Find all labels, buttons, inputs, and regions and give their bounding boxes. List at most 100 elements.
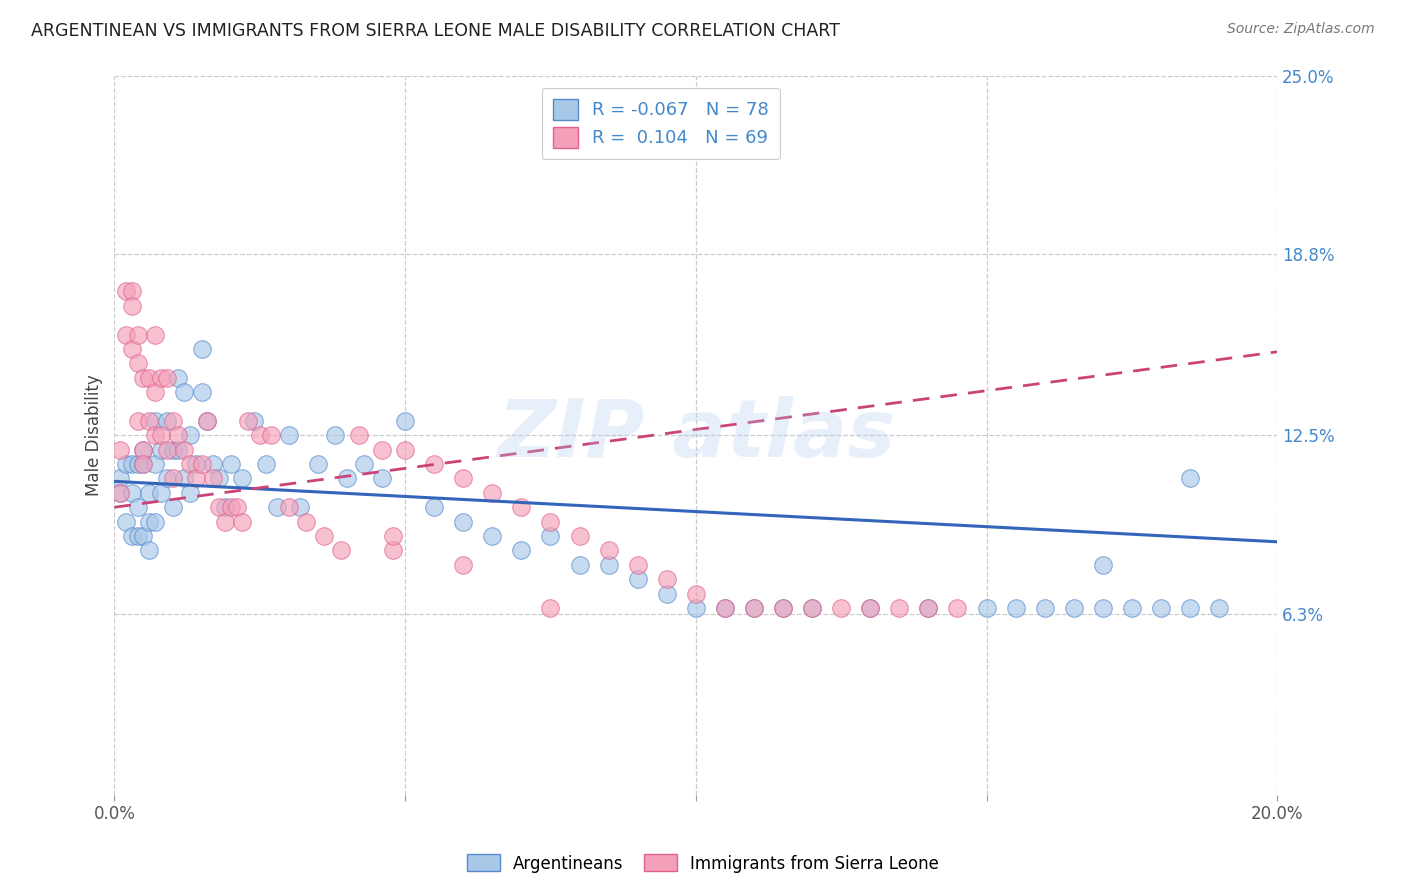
Point [451, 515, 474, 529]
Point [202, 457, 225, 471]
Point [627, 572, 650, 586]
Point [156, 370, 179, 384]
Point [325, 428, 347, 442]
Point [143, 385, 166, 400]
Point [127, 500, 149, 515]
Point [510, 500, 533, 515]
Point [1004, 601, 1026, 615]
Point [110, 471, 132, 485]
Point [115, 457, 138, 471]
Text: ZIP atlas: ZIP atlas [496, 396, 894, 475]
Point [132, 457, 155, 471]
Point [184, 457, 207, 471]
Point [115, 327, 138, 342]
Point [655, 572, 678, 586]
Point [190, 342, 212, 356]
Point [772, 601, 794, 615]
Point [219, 500, 242, 515]
Point [1208, 601, 1230, 615]
Point [127, 529, 149, 543]
Point [1091, 558, 1114, 572]
Point [127, 414, 149, 428]
Point [371, 471, 394, 485]
Point [685, 586, 707, 600]
Point [162, 471, 184, 485]
Point [277, 500, 299, 515]
Text: Source: ZipAtlas.com: Source: ZipAtlas.com [1227, 22, 1375, 37]
Point [110, 486, 132, 500]
Point [830, 601, 852, 615]
Point [156, 471, 179, 485]
Point [179, 428, 201, 442]
Point [946, 601, 969, 615]
Point [1091, 601, 1114, 615]
Point [598, 558, 620, 572]
Point [801, 601, 824, 615]
Point [143, 327, 166, 342]
Point [225, 500, 247, 515]
Point [190, 457, 212, 471]
Point [132, 442, 155, 457]
Point [143, 515, 166, 529]
Point [540, 515, 562, 529]
Point [627, 558, 650, 572]
Point [190, 385, 212, 400]
Point [451, 558, 474, 572]
Point [173, 385, 195, 400]
Point [394, 414, 416, 428]
Point [214, 515, 236, 529]
Point [312, 529, 335, 543]
Point [859, 601, 882, 615]
Point [167, 370, 190, 384]
Point [162, 414, 184, 428]
Point [540, 529, 562, 543]
Point [156, 414, 179, 428]
Point [231, 515, 253, 529]
Point [214, 500, 236, 515]
Point [149, 428, 172, 442]
Point [121, 299, 143, 313]
Point [266, 500, 288, 515]
Point [917, 601, 939, 615]
Point [236, 414, 259, 428]
Point [208, 471, 231, 485]
Point [685, 601, 707, 615]
Point [132, 442, 155, 457]
Point [202, 471, 225, 485]
Point [742, 601, 765, 615]
Point [382, 529, 405, 543]
Point [184, 471, 207, 485]
Point [290, 500, 312, 515]
Point [260, 428, 283, 442]
Point [173, 471, 195, 485]
Point [451, 471, 474, 485]
Point [714, 601, 737, 615]
Point [138, 543, 160, 558]
Y-axis label: Male Disability: Male Disability [86, 375, 103, 496]
Point [197, 414, 219, 428]
Point [976, 601, 998, 615]
Point [173, 442, 195, 457]
Point [772, 601, 794, 615]
Point [917, 601, 939, 615]
Point [423, 500, 446, 515]
Point [156, 442, 179, 457]
Point [110, 442, 132, 457]
Point [330, 543, 353, 558]
Point [167, 428, 190, 442]
Point [149, 442, 172, 457]
Point [481, 486, 503, 500]
Point [1121, 601, 1143, 615]
Point [121, 342, 143, 356]
Point [655, 586, 678, 600]
Point [143, 457, 166, 471]
Point [167, 442, 190, 457]
Point [143, 414, 166, 428]
Point [115, 515, 138, 529]
Point [336, 471, 359, 485]
Point [121, 457, 143, 471]
Point [1178, 601, 1201, 615]
Point [110, 486, 132, 500]
Point [277, 428, 299, 442]
Point [138, 414, 160, 428]
